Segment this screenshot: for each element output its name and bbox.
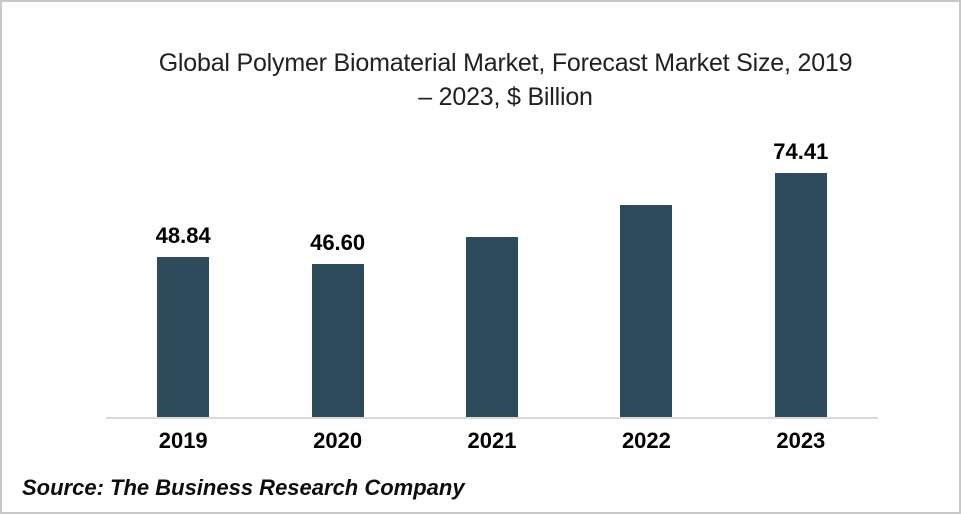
bar-2023 <box>774 173 827 417</box>
bar-group-2019: 48.84 <box>106 223 260 417</box>
data-label-2019: 48.84 <box>155 223 211 248</box>
x-axis: 2019 2020 2021 2022 2023 <box>106 428 878 454</box>
x-tick-label-2021: 2021 <box>467 428 517 453</box>
bar-group-2022 <box>569 197 723 417</box>
x-tick-label-2023: 2023 <box>776 428 826 453</box>
bar-group-2023: 74.41 <box>724 139 878 417</box>
bar-2022 <box>620 205 673 417</box>
x-tick-label-2022: 2022 <box>621 428 671 453</box>
x-tick-label-2020: 2020 <box>313 428 363 453</box>
bar-2021 <box>466 237 519 417</box>
chart-title-line1: Global Polymer Biomaterial Market, Forec… <box>158 49 853 77</box>
bar-group-2020: 46.60 <box>260 230 414 417</box>
chart-title: Global Polymer Biomaterial Market, Forec… <box>52 46 959 114</box>
chart-title-line2: – 2023, $ Billion <box>418 83 593 111</box>
x-tick-label-2019: 2019 <box>158 428 208 453</box>
bar-2019 <box>157 257 210 417</box>
data-label-2023: 74.41 <box>773 139 829 164</box>
source-note: Source: The Business Research Company <box>22 475 465 500</box>
plot-area: 48.84 46.60 74.41 <box>106 129 878 419</box>
bar-group-2021 <box>415 229 569 417</box>
bar-2020 <box>311 264 364 417</box>
data-label-2020: 46.60 <box>310 230 366 255</box>
